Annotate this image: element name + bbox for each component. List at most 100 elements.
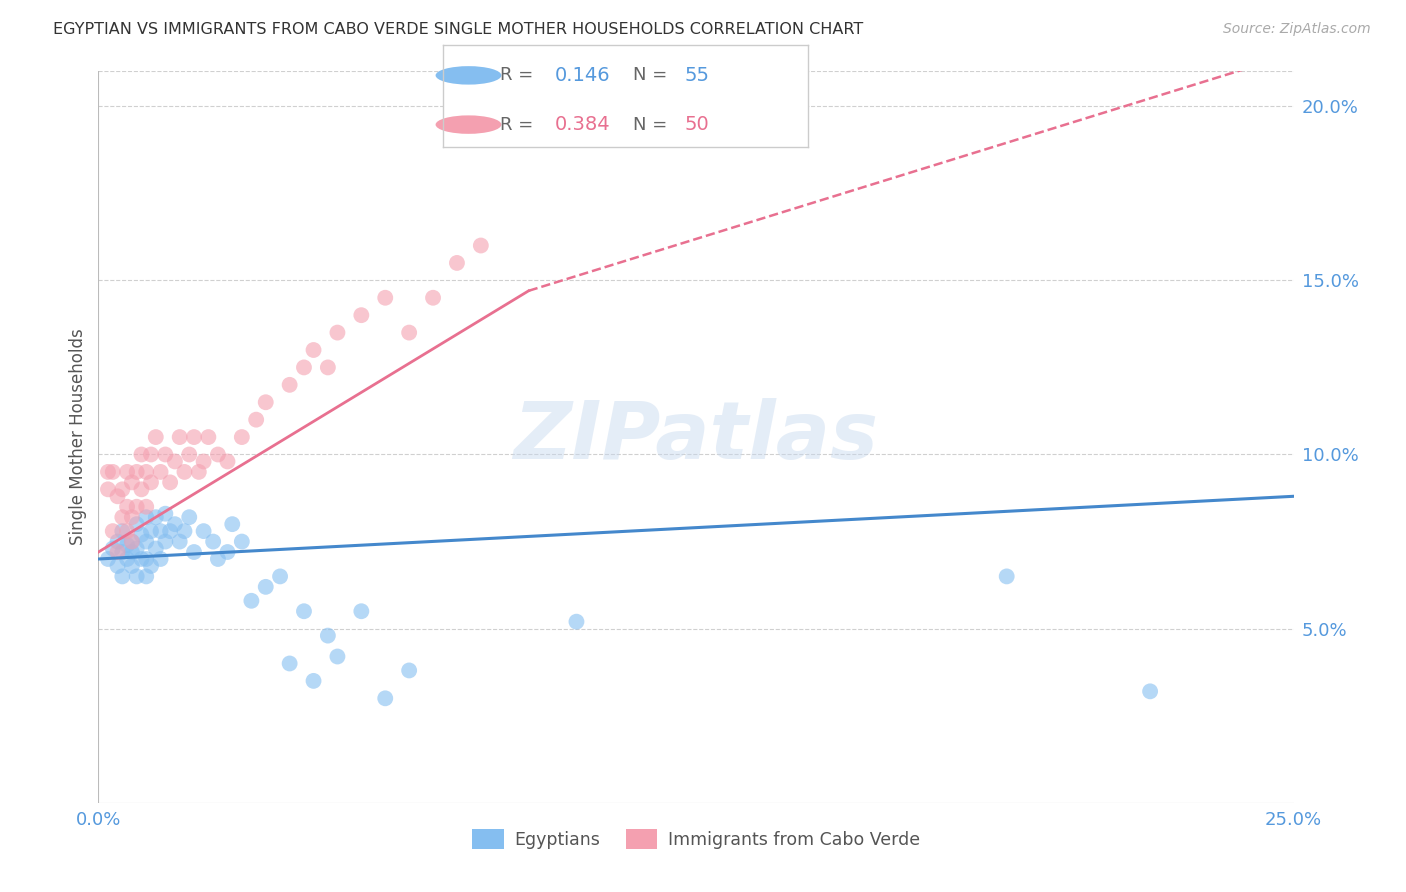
Point <box>135 569 157 583</box>
Point <box>125 569 148 583</box>
Point <box>155 507 177 521</box>
Point <box>131 527 153 541</box>
Point <box>131 483 153 497</box>
Point <box>121 534 143 549</box>
Point <box>163 517 186 532</box>
Text: EGYPTIAN VS IMMIGRANTS FROM CABO VERDE SINGLE MOTHER HOUSEHOLDS CORRELATION CHAR: EGYPTIAN VS IMMIGRANTS FROM CABO VERDE S… <box>53 22 863 37</box>
Point <box>221 517 243 532</box>
Point <box>115 552 138 566</box>
Point <box>179 510 201 524</box>
Point <box>139 524 162 538</box>
Point <box>163 454 186 468</box>
Point <box>240 594 263 608</box>
Point <box>101 524 124 538</box>
Point <box>193 524 215 538</box>
Point <box>207 448 229 462</box>
Legend: Egyptians, Immigrants from Cabo Verde: Egyptians, Immigrants from Cabo Verde <box>465 822 927 856</box>
Point <box>149 552 172 566</box>
Point <box>135 465 157 479</box>
Point <box>183 430 205 444</box>
Text: R =: R = <box>499 116 538 134</box>
Point <box>269 569 291 583</box>
Text: R =: R = <box>499 66 538 85</box>
Point <box>121 558 143 573</box>
Point <box>131 448 153 462</box>
Point <box>159 524 181 538</box>
Point <box>125 517 148 532</box>
Point <box>111 524 134 538</box>
Point <box>374 291 396 305</box>
Text: N =: N = <box>633 116 673 134</box>
Point <box>145 430 167 444</box>
Point <box>446 256 468 270</box>
Point <box>350 604 373 618</box>
Point <box>155 534 177 549</box>
Point <box>125 500 148 514</box>
Point <box>187 465 209 479</box>
Point <box>183 545 205 559</box>
Point <box>145 541 167 556</box>
Point <box>217 545 239 559</box>
Point <box>111 569 134 583</box>
Point <box>97 483 120 497</box>
Point <box>107 489 129 503</box>
Point <box>97 552 120 566</box>
Point <box>1139 684 1161 698</box>
Point <box>107 558 129 573</box>
Text: ZIPatlas: ZIPatlas <box>513 398 879 476</box>
Point <box>254 580 277 594</box>
Point <box>135 534 157 549</box>
Point <box>302 673 325 688</box>
Circle shape <box>436 66 502 85</box>
Text: Source: ZipAtlas.com: Source: ZipAtlas.com <box>1223 22 1371 37</box>
Point <box>125 541 148 556</box>
Point <box>115 524 138 538</box>
Point <box>350 308 373 322</box>
Point <box>217 454 239 468</box>
Point <box>111 483 134 497</box>
Point <box>155 448 177 462</box>
Point <box>135 510 157 524</box>
Point <box>231 534 253 549</box>
Text: 50: 50 <box>685 115 709 134</box>
Point <box>101 465 124 479</box>
Point <box>316 360 339 375</box>
Point <box>470 238 492 252</box>
Point <box>179 448 201 462</box>
Point <box>111 545 134 559</box>
Point <box>107 534 129 549</box>
Point <box>101 541 124 556</box>
Point <box>149 524 172 538</box>
Point <box>139 448 162 462</box>
Point <box>292 604 315 618</box>
Point <box>326 326 349 340</box>
Point <box>231 430 253 444</box>
Point <box>202 534 225 549</box>
Point <box>193 454 215 468</box>
Point <box>292 360 315 375</box>
Point <box>278 377 301 392</box>
Point <box>422 291 444 305</box>
Point <box>245 412 267 426</box>
Point <box>316 629 339 643</box>
Point <box>398 326 420 340</box>
Circle shape <box>436 115 502 134</box>
Point <box>121 475 143 490</box>
Point <box>995 569 1018 583</box>
Point <box>135 552 157 566</box>
Point <box>565 615 588 629</box>
Point <box>169 430 191 444</box>
Point <box>173 524 195 538</box>
Point <box>121 510 143 524</box>
Text: 0.146: 0.146 <box>554 66 610 85</box>
Point <box>398 664 420 678</box>
Point <box>326 649 349 664</box>
Text: 0.384: 0.384 <box>554 115 610 134</box>
Point <box>173 465 195 479</box>
Point <box>302 343 325 357</box>
Text: N =: N = <box>633 66 673 85</box>
Point <box>159 475 181 490</box>
Point <box>169 534 191 549</box>
Point <box>278 657 301 671</box>
Point <box>125 465 148 479</box>
